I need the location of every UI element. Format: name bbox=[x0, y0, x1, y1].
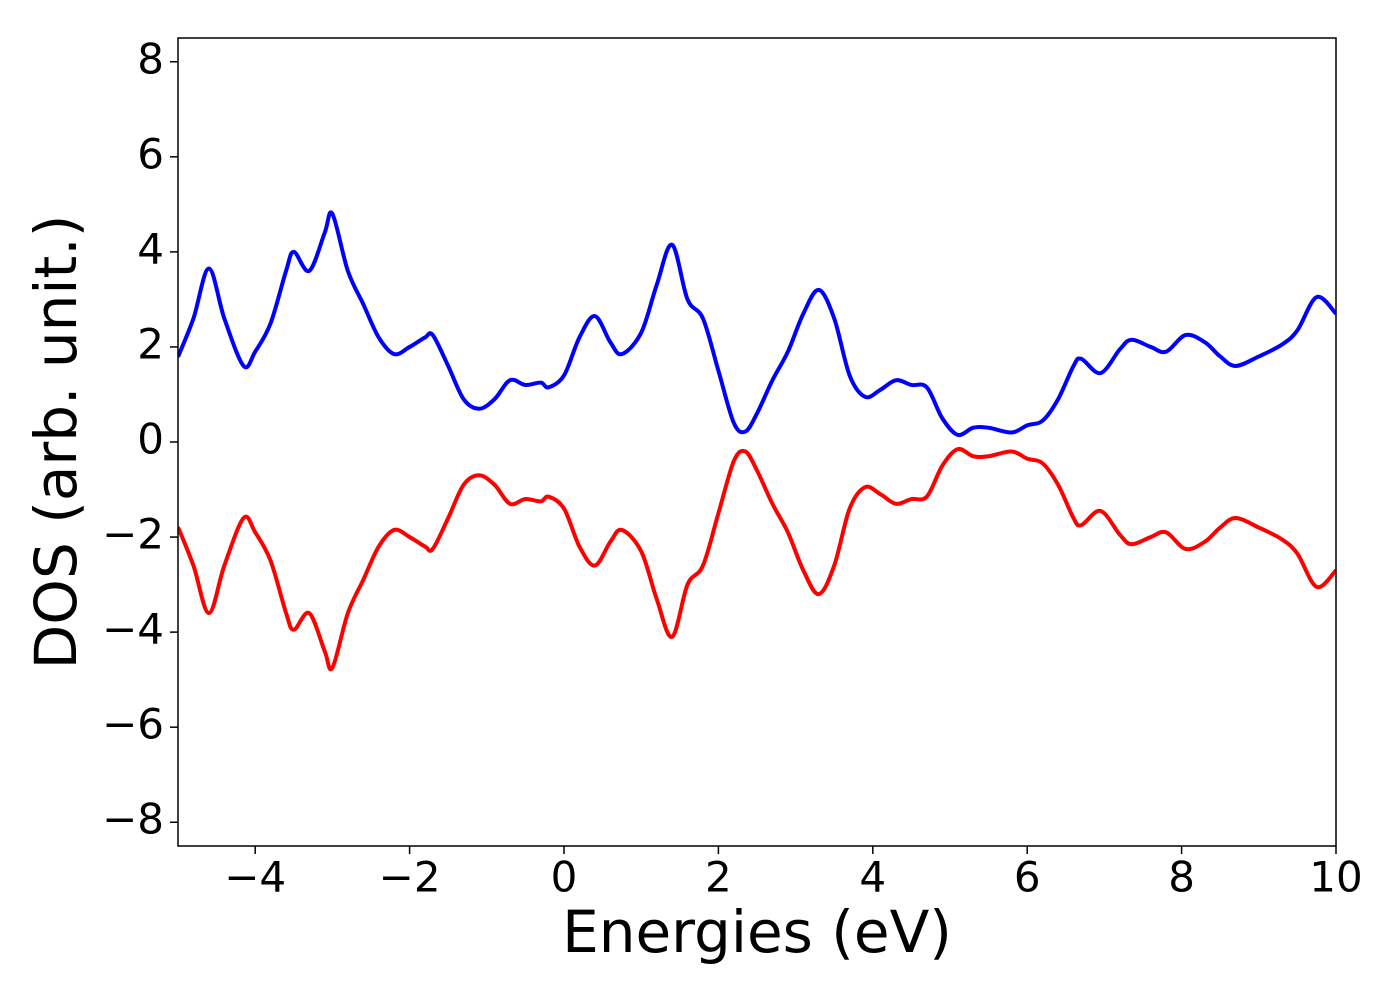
x-axis-label: Energies (eV) bbox=[562, 898, 952, 966]
y-tick-label: 2 bbox=[137, 319, 164, 368]
x-tick-label: 8 bbox=[1168, 853, 1195, 902]
dos-line bbox=[178, 446, 1336, 672]
y-tick-label: 8 bbox=[137, 34, 164, 83]
x-tick-label: 6 bbox=[1014, 853, 1041, 902]
y-tick-label: −2 bbox=[102, 510, 164, 559]
x-tick-label: 4 bbox=[859, 853, 886, 902]
y-tick-label: 6 bbox=[137, 129, 164, 178]
y-tick-label: −6 bbox=[102, 700, 164, 749]
y-tick-label: −4 bbox=[102, 605, 164, 654]
dos-line bbox=[178, 210, 1336, 438]
x-tick-label: 0 bbox=[551, 853, 578, 902]
y-tick-label: 4 bbox=[137, 224, 164, 273]
y-axis-label: DOS (arb. unit.) bbox=[22, 215, 90, 670]
plot-frame bbox=[177, 37, 1337, 847]
y-tick-label: 0 bbox=[137, 415, 164, 464]
x-tick-label: −2 bbox=[379, 853, 441, 902]
y-tick-label: −8 bbox=[102, 795, 164, 844]
x-tick-label: 2 bbox=[705, 853, 732, 902]
x-tick-label: −4 bbox=[224, 853, 286, 902]
x-tick-label: 10 bbox=[1309, 853, 1362, 902]
